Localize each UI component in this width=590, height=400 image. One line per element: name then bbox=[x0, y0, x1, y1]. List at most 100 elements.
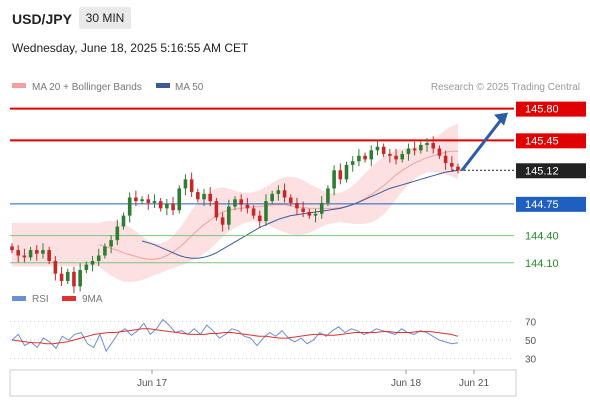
x-tick-label: Jun 17 bbox=[137, 378, 167, 389]
candle-body bbox=[406, 148, 411, 154]
rsi-line bbox=[11, 318, 459, 353]
candle-body bbox=[65, 271, 70, 281]
level-label-144.40: 144.40 bbox=[525, 231, 559, 243]
level-label-145.80: 145.80 bbox=[525, 104, 559, 116]
candle-body bbox=[319, 202, 324, 214]
forecast-arrow-shaft bbox=[460, 117, 504, 172]
forecast-arrow-head bbox=[494, 112, 508, 126]
symbol-title: USD/JPY bbox=[12, 11, 72, 27]
chart-header: USD/JPY 30 MIN bbox=[0, 0, 590, 36]
level-label-145.45: 145.45 bbox=[525, 135, 559, 147]
candle-body bbox=[121, 215, 126, 227]
candle-body bbox=[202, 193, 206, 200]
candle-body bbox=[134, 197, 138, 202]
candle-body bbox=[443, 155, 448, 164]
candle-body bbox=[34, 250, 39, 254]
candle-body bbox=[171, 203, 175, 211]
x-axis: Jun 17 Jun 18 Jun 21 bbox=[137, 370, 489, 389]
candle-body bbox=[41, 250, 45, 254]
ma50-legend-swatch bbox=[156, 83, 170, 88]
candle-body bbox=[158, 201, 163, 209]
forecast-arrow bbox=[460, 112, 508, 172]
candles bbox=[10, 136, 460, 294]
chart-datetime: Wednesday, June 18, 2025 5:16:55 AM CET bbox=[12, 41, 249, 55]
candle-body bbox=[288, 197, 293, 203]
candle-body bbox=[214, 201, 219, 218]
rsi-tick-70: 70 bbox=[525, 317, 537, 328]
level-badge-145.80 bbox=[516, 101, 586, 117]
level-label-144.75: 144.75 bbox=[525, 199, 559, 211]
candle-body bbox=[115, 226, 120, 241]
rsi-legend-swatch bbox=[12, 296, 26, 301]
candle-body bbox=[16, 250, 20, 256]
candle-body bbox=[233, 199, 237, 207]
candle-body bbox=[109, 240, 113, 247]
x-tick-label: Jun 21 bbox=[459, 378, 489, 389]
candle-body bbox=[208, 193, 213, 202]
candle-body bbox=[28, 250, 33, 258]
candle-body bbox=[301, 208, 305, 212]
candle-body bbox=[419, 144, 423, 151]
candle-body bbox=[72, 271, 76, 287]
timeframe-badge[interactable]: 30 MIN bbox=[79, 7, 131, 29]
candle-body bbox=[127, 197, 132, 216]
candle-body bbox=[375, 146, 380, 151]
candle-body bbox=[59, 273, 64, 281]
candle-body bbox=[450, 163, 454, 167]
candle-body bbox=[152, 201, 157, 203]
candle-body bbox=[344, 164, 349, 180]
candle-body bbox=[257, 215, 262, 222]
ma50-line bbox=[141, 169, 459, 259]
candle-body bbox=[431, 143, 436, 149]
candle-body bbox=[245, 204, 250, 209]
candle-body bbox=[326, 188, 330, 203]
candle-body bbox=[357, 155, 361, 162]
candle-body bbox=[276, 190, 281, 194]
rsi-legend-label: RSI bbox=[32, 294, 49, 305]
candle-body bbox=[363, 155, 367, 160]
candle-body bbox=[251, 208, 256, 216]
candle-body bbox=[350, 161, 355, 165]
rsi-tick-30: 30 bbox=[525, 355, 537, 366]
candle-body bbox=[103, 246, 107, 256]
level-label-144.10: 144.10 bbox=[525, 258, 559, 270]
candle-body bbox=[239, 199, 243, 205]
candle-body bbox=[270, 193, 274, 202]
candle-body bbox=[264, 201, 268, 222]
candle-body bbox=[369, 150, 374, 160]
candle-body bbox=[84, 264, 89, 271]
candle-body bbox=[140, 199, 144, 202]
candle-body bbox=[282, 190, 287, 198]
candle-body bbox=[96, 255, 101, 261]
candle-body bbox=[307, 212, 312, 216]
ma20-legend-label: MA 20 + Bollinger Bands bbox=[32, 82, 142, 93]
candle-body bbox=[338, 170, 343, 180]
candle-body bbox=[78, 270, 82, 287]
candle-body bbox=[456, 166, 460, 171]
level-badge-144.75 bbox=[516, 196, 586, 212]
research-credit: Research © 2025 Trading Central bbox=[431, 82, 580, 93]
level-labels: 145.80 145.45 144.75 144.40 144.10 145.12 bbox=[516, 101, 586, 270]
candle-body bbox=[53, 260, 58, 274]
candle-body bbox=[90, 260, 95, 265]
candle-body bbox=[177, 188, 182, 211]
x-tick-label: Jun 18 bbox=[391, 378, 421, 389]
level-badge-145.45 bbox=[516, 133, 586, 149]
candle-body bbox=[425, 143, 429, 145]
candle-body bbox=[295, 202, 299, 209]
candle-body bbox=[437, 148, 442, 156]
candle-body bbox=[412, 148, 417, 151]
candle-body bbox=[332, 170, 336, 189]
current-price-badge bbox=[516, 163, 586, 179]
ma20-line bbox=[98, 150, 458, 260]
candle-body bbox=[400, 153, 405, 160]
candle-body bbox=[22, 255, 27, 258]
rsi-panel: 70 50 30 bbox=[10, 317, 537, 366]
candle-body bbox=[165, 203, 169, 209]
rsi-ma-line bbox=[11, 328, 459, 345]
moving-averages bbox=[98, 150, 459, 260]
candle-body bbox=[381, 146, 386, 154]
ma50-legend-label: MA 50 bbox=[175, 82, 204, 93]
rsi-tick-50: 50 bbox=[525, 336, 537, 347]
